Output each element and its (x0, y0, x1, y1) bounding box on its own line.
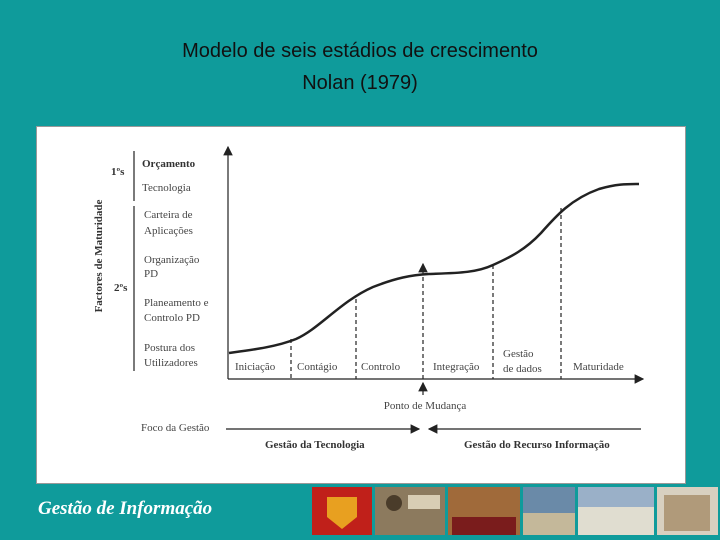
focus-label: Foco da Gestão (141, 422, 210, 434)
diagram: Factores de Maturidade 1ºs 2ºs Orçamento… (93, 145, 645, 451)
factor: PD (144, 268, 158, 280)
factor: Tecnologia (142, 182, 191, 194)
title: Nolan (1979) (302, 72, 418, 94)
factor: Aplicações (144, 225, 193, 237)
diagram-panel: Factores de Maturidade 1ºs 2ºs Orçamento… (36, 126, 686, 484)
group-label: 2ºs (114, 282, 128, 294)
factor: Planeamento e (144, 297, 209, 309)
factor: Postura dos (144, 342, 195, 354)
factor: Organização (144, 254, 200, 266)
group-label: 1ºs (111, 166, 125, 178)
factor: Orçamento (142, 158, 196, 170)
stage: Maturidade (573, 361, 624, 373)
factor: Controlo PD (144, 312, 200, 324)
footer-text: Gestão de Informação (38, 498, 213, 519)
axis-label: Factores de Maturidade (93, 199, 105, 312)
focus-phase: Gestão do Recurso Informação (464, 439, 610, 451)
footer-images (312, 487, 718, 535)
stage: Controlo (361, 361, 401, 373)
focus-phase: Gestão da Tecnologia (265, 439, 365, 451)
stage-dividers (290, 208, 562, 379)
stage: de dados (503, 363, 542, 375)
growth-curve (228, 182, 640, 355)
stage: Integração (433, 361, 480, 373)
stage: Gestão (503, 348, 534, 360)
change-point-label: Ponto de Mudança (384, 400, 467, 412)
factor: Utilizadores (144, 357, 198, 369)
stage: Contágio (297, 361, 338, 373)
factor: Carteira de (144, 209, 193, 221)
title: Modelo de seis estádios de crescimento (182, 40, 538, 62)
stage: Iniciação (235, 361, 276, 373)
